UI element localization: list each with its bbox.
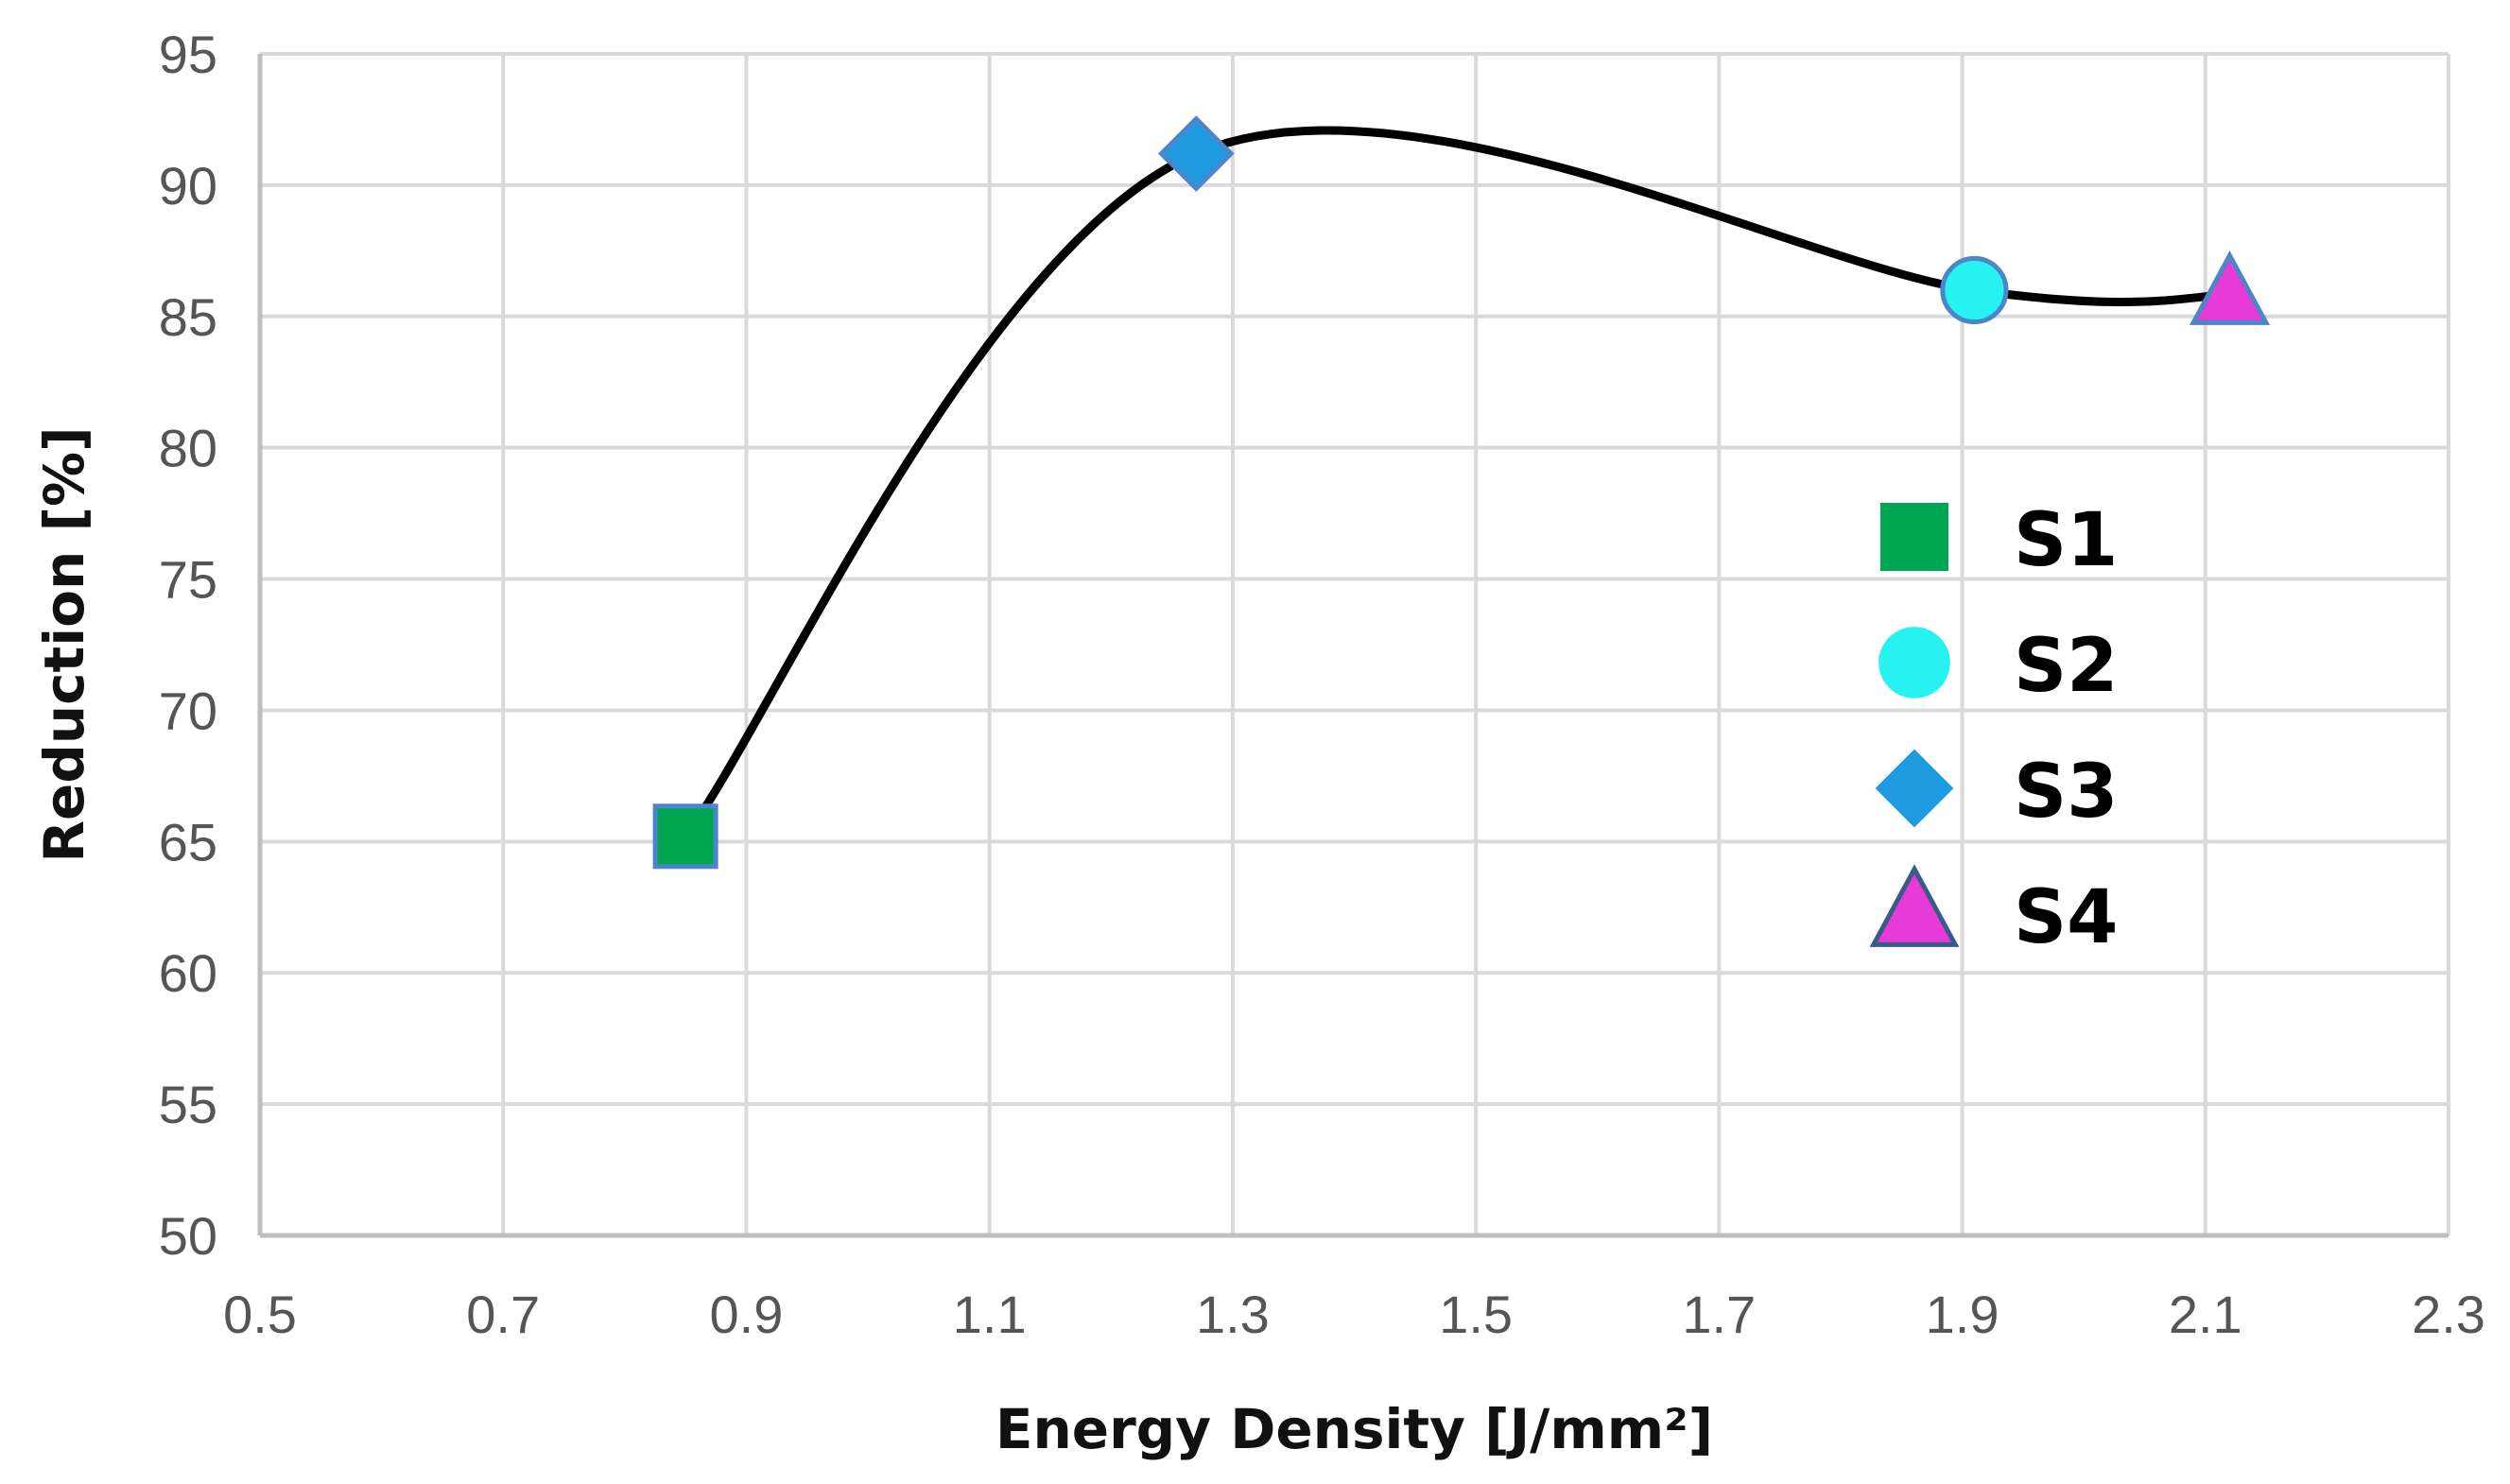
point-s2 bbox=[1940, 255, 2009, 325]
x-tick-label: 1.7 bbox=[1682, 1285, 1756, 1344]
x-tick-label: 0.9 bbox=[710, 1285, 784, 1344]
y-axis-title: Reduction [%] bbox=[32, 426, 96, 862]
y-tick-label: 65 bbox=[159, 812, 217, 871]
x-tick-label: 2.1 bbox=[2169, 1285, 2242, 1344]
point-s4 bbox=[2189, 250, 2271, 325]
legend-label-s4: S4 bbox=[2014, 875, 2118, 960]
y-tick-label: 90 bbox=[159, 156, 217, 216]
x-tick-label: 1.9 bbox=[1926, 1285, 1999, 1344]
y-tick-label: 60 bbox=[159, 943, 217, 1003]
legend-label-s1: S1 bbox=[2014, 498, 2118, 583]
x-tick-label: 0.7 bbox=[466, 1285, 540, 1344]
legend-marker-s2 bbox=[1878, 627, 1950, 699]
legend-marker-s4 bbox=[1869, 864, 1960, 947]
data-points bbox=[652, 115, 2271, 870]
x-tick-label: 0.5 bbox=[223, 1285, 297, 1344]
y-tick-label: 70 bbox=[159, 681, 217, 740]
legend-label-s3: S3 bbox=[2014, 750, 2118, 835]
y-tick-label: 50 bbox=[159, 1206, 217, 1266]
legend-label-s2: S2 bbox=[2014, 624, 2118, 709]
point-s1 bbox=[652, 803, 718, 870]
x-tick-label: 1.3 bbox=[1196, 1285, 1270, 1344]
y-tick-label: 95 bbox=[159, 25, 217, 84]
axes bbox=[257, 54, 2449, 1238]
grid bbox=[258, 52, 2450, 1237]
y-tick-label: 75 bbox=[159, 550, 217, 610]
legend: S1 S2 S3 S4 bbox=[1869, 498, 2118, 960]
x-tick-label: 2.3 bbox=[2412, 1285, 2485, 1344]
x-axis-title: Energy Density [J/mm²] bbox=[995, 1397, 1713, 1461]
series-line bbox=[681, 126, 2234, 841]
x-tick-label: 1.5 bbox=[1439, 1285, 1513, 1344]
point-s3 bbox=[1157, 115, 1235, 192]
y-tick-label: 55 bbox=[159, 1075, 217, 1134]
y-tick-label: 80 bbox=[159, 419, 217, 478]
tick-labels: 0.5 0.7 0.9 1.1 1.3 1.5 1.7 1.9 2.1 2.3 50 55 60 65 70… bbox=[159, 25, 2485, 1344]
y-tick-label: 85 bbox=[159, 287, 217, 347]
legend-marker-s3 bbox=[1875, 749, 1954, 828]
x-tick-label: 1.1 bbox=[953, 1285, 1027, 1344]
legend-marker-s1 bbox=[1880, 503, 1948, 571]
